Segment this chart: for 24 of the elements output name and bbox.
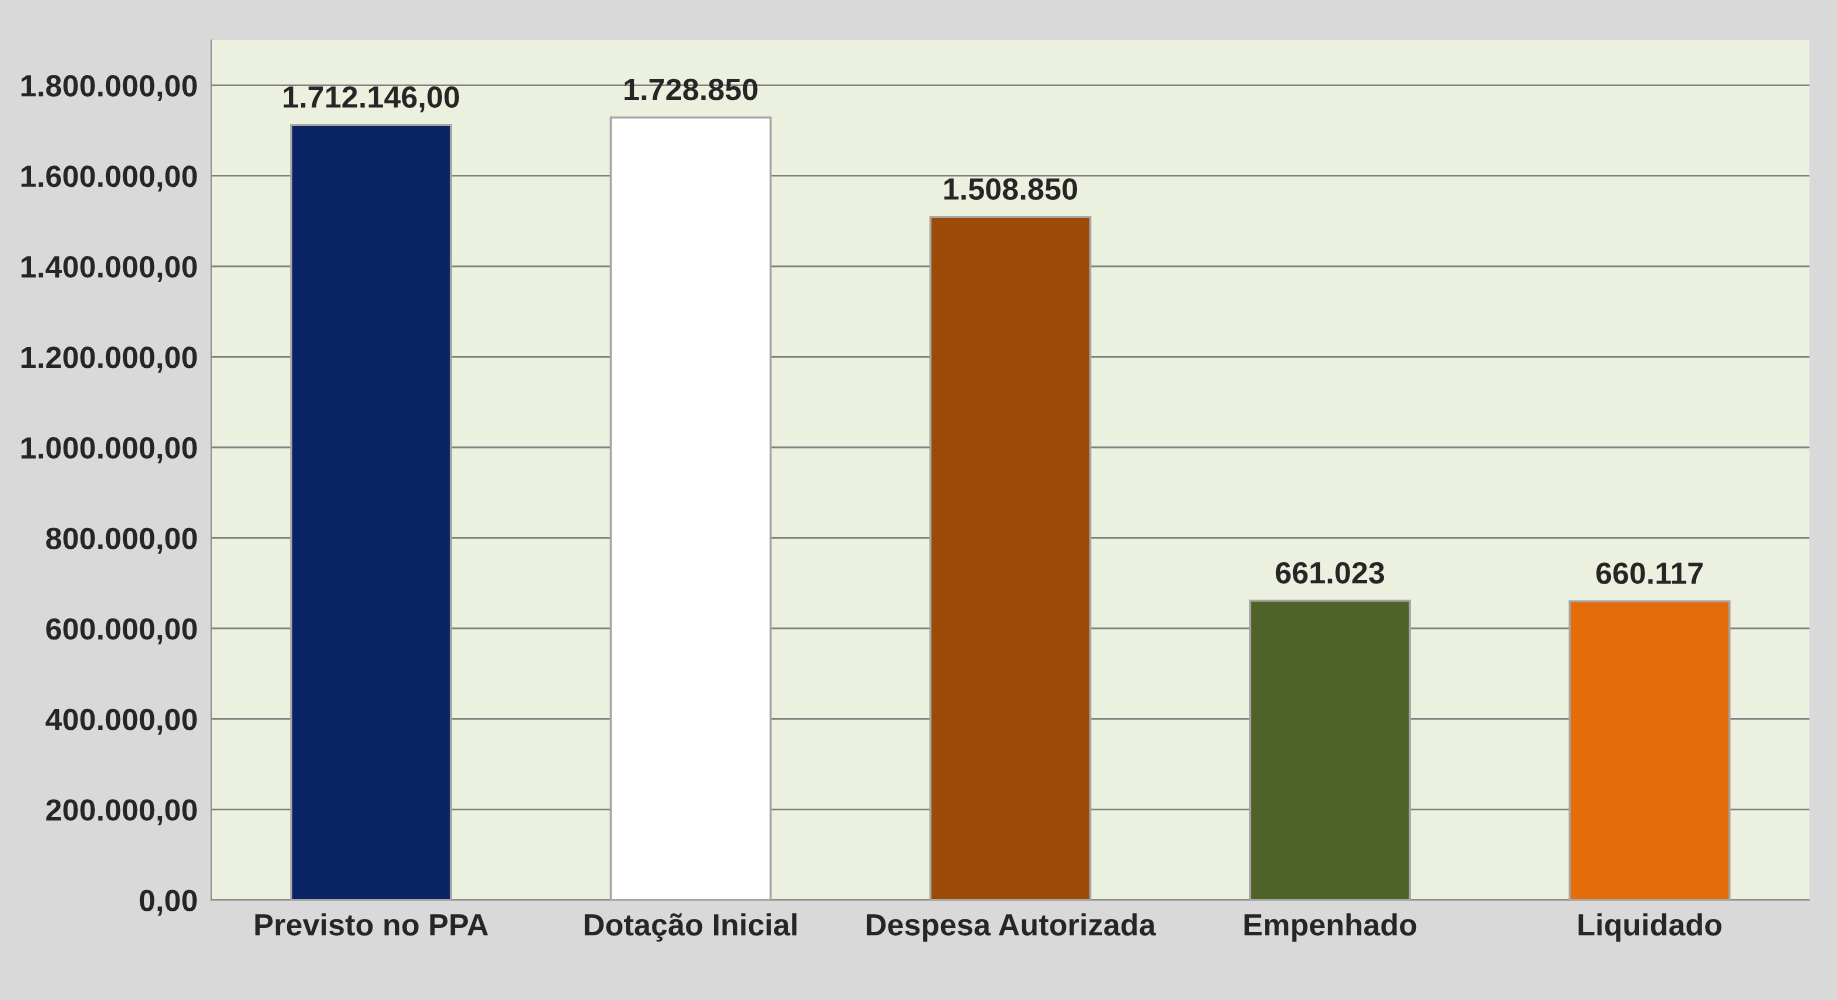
y-tick-label: 1.600.000,00	[21, 165, 197, 192]
x-tick-label: Liquidado	[1578, 913, 1722, 942]
bar	[290, 123, 453, 900]
x-tick-label: Previsto no PPA	[255, 913, 488, 936]
x-tick-label: Empenhado	[1244, 913, 1417, 942]
y-tick-label: 1.400.000,00	[21, 256, 197, 283]
y-tick-label: 1.200.000,00	[21, 346, 197, 373]
y-tick-label: 600.000,00	[46, 618, 197, 645]
bar	[929, 216, 1092, 900]
bar	[1249, 599, 1411, 900]
data-label: 661.023	[1275, 562, 1385, 584]
x-tick-label: Despesa Autorizada	[866, 913, 1157, 942]
y-tick-label: 200.000,00	[46, 799, 197, 826]
y-tick-label: 400.000,00	[45, 708, 197, 735]
bar	[609, 116, 772, 900]
data-label: 1.508.850	[944, 178, 1078, 200]
bar	[1568, 600, 1731, 900]
y-tick-label: 0,00	[139, 889, 197, 916]
data-label: 660.117	[1596, 562, 1703, 585]
x-tick-label: Dotação Inicial	[584, 913, 797, 942]
y-tick-label: 1.000.000,00	[21, 437, 197, 464]
y-tick-label: 800.000,00	[46, 527, 197, 554]
y-tick-label: 1.800.000,00	[21, 75, 197, 102]
data-label: 1.712.146,00	[283, 86, 460, 113]
